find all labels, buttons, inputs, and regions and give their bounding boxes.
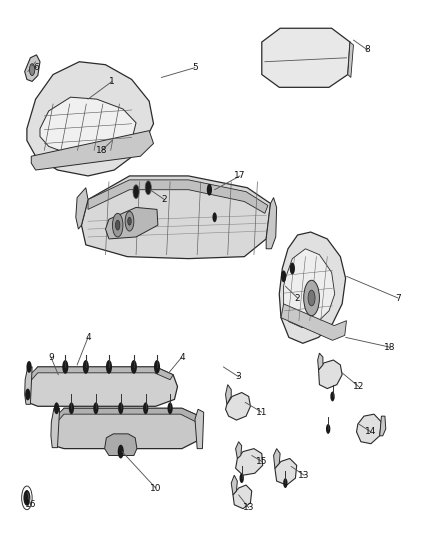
Circle shape (212, 212, 217, 222)
Text: 15: 15 (256, 457, 268, 466)
Text: 13: 13 (298, 471, 310, 480)
Circle shape (83, 360, 89, 374)
Polygon shape (54, 408, 199, 424)
Polygon shape (266, 198, 277, 249)
Text: 4: 4 (179, 352, 185, 361)
Polygon shape (348, 42, 353, 77)
Polygon shape (236, 449, 263, 475)
Polygon shape (106, 207, 158, 239)
Text: 6: 6 (34, 63, 39, 72)
Text: 7: 7 (395, 294, 401, 303)
Circle shape (69, 402, 74, 414)
Circle shape (283, 478, 288, 488)
Polygon shape (275, 458, 297, 485)
Polygon shape (25, 55, 40, 82)
Circle shape (145, 181, 151, 195)
Circle shape (106, 360, 112, 374)
Circle shape (118, 445, 124, 458)
Polygon shape (279, 232, 346, 343)
Text: 18: 18 (96, 146, 108, 155)
Text: 4: 4 (85, 333, 91, 342)
Text: 8: 8 (364, 45, 370, 54)
Circle shape (326, 424, 330, 434)
Polygon shape (40, 97, 136, 156)
Text: 5: 5 (192, 63, 198, 72)
Polygon shape (262, 28, 350, 87)
Polygon shape (274, 449, 280, 469)
Text: 10: 10 (150, 483, 162, 492)
Circle shape (23, 490, 30, 506)
Text: 12: 12 (353, 382, 364, 391)
Polygon shape (105, 434, 137, 456)
Polygon shape (284, 249, 335, 328)
Text: 18: 18 (385, 343, 396, 352)
Circle shape (154, 360, 160, 374)
Circle shape (240, 473, 244, 483)
Circle shape (54, 402, 59, 414)
Polygon shape (357, 414, 381, 443)
Polygon shape (318, 360, 342, 389)
Polygon shape (88, 180, 268, 213)
Text: 1: 1 (109, 77, 115, 86)
Circle shape (281, 270, 286, 282)
Circle shape (308, 290, 315, 306)
Circle shape (207, 184, 212, 196)
Polygon shape (226, 385, 231, 405)
Circle shape (304, 280, 319, 316)
Circle shape (131, 360, 137, 374)
Polygon shape (318, 353, 323, 370)
Text: 11: 11 (256, 408, 268, 417)
Polygon shape (76, 188, 88, 229)
Polygon shape (25, 367, 32, 405)
Polygon shape (26, 367, 177, 406)
Circle shape (290, 263, 295, 274)
Polygon shape (51, 408, 60, 448)
Circle shape (93, 402, 99, 414)
Text: 3: 3 (236, 372, 241, 381)
Polygon shape (81, 176, 271, 259)
Circle shape (29, 64, 35, 76)
Circle shape (116, 220, 120, 230)
Circle shape (330, 392, 335, 401)
Polygon shape (236, 442, 242, 458)
Circle shape (133, 185, 139, 199)
Polygon shape (226, 392, 251, 420)
Polygon shape (233, 485, 252, 508)
Circle shape (26, 361, 32, 373)
Circle shape (25, 389, 30, 400)
Polygon shape (380, 416, 386, 436)
Text: 2: 2 (162, 195, 167, 204)
Polygon shape (31, 131, 153, 170)
Circle shape (143, 402, 148, 414)
Circle shape (118, 402, 124, 414)
Polygon shape (281, 304, 346, 341)
Text: 13: 13 (243, 503, 254, 512)
Circle shape (125, 212, 134, 231)
Text: 14: 14 (365, 427, 377, 437)
Text: 17: 17 (234, 172, 246, 181)
Polygon shape (195, 409, 204, 449)
Polygon shape (27, 62, 153, 176)
Circle shape (113, 213, 123, 237)
Polygon shape (52, 408, 202, 449)
Circle shape (62, 360, 68, 374)
Text: 16: 16 (25, 500, 36, 509)
Text: 9: 9 (48, 352, 54, 361)
Circle shape (128, 217, 131, 225)
Text: 2: 2 (295, 294, 300, 303)
Polygon shape (28, 367, 173, 383)
Circle shape (167, 402, 173, 414)
Polygon shape (231, 475, 237, 495)
